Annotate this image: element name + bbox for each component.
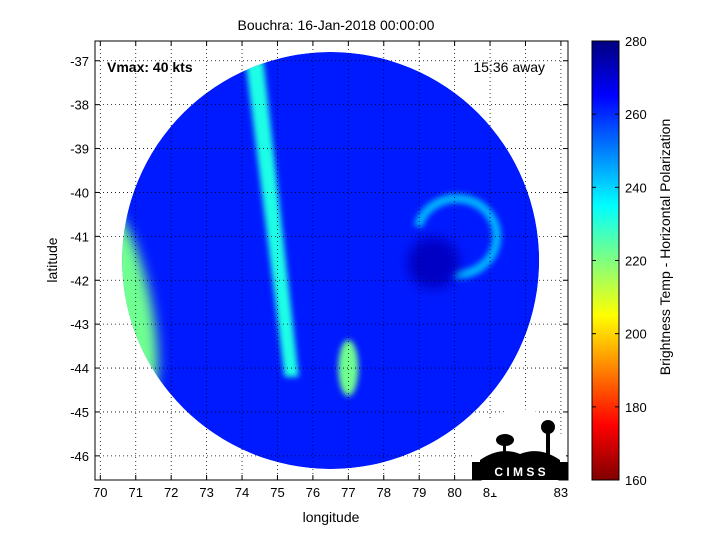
logo-tower-tank <box>541 420 555 434</box>
x-tick-label: 75 <box>270 485 284 500</box>
swath-feature-2 <box>338 340 359 397</box>
x-axis-label: longitude <box>303 509 360 525</box>
cimss-logo: C I M S S <box>472 409 568 501</box>
swath-feature-4 <box>407 236 460 289</box>
axes-frame <box>94 40 569 481</box>
colorbar-tick-label: 200 <box>625 327 647 342</box>
colorbar-label: Brightness Temp - Horizontal Polarizatio… <box>657 119 673 376</box>
plot-area: 7071727374757677787980818283 -37-38-39-4… <box>70 40 569 501</box>
x-tick-label: 73 <box>199 485 213 500</box>
colorbar-ticks: 160 180 200 220 240 260 280 <box>592 34 647 488</box>
y-tick-label: -44 <box>70 361 89 376</box>
x-axis: 7071727374757677787980818283 <box>93 41 568 500</box>
x-tick-label: 72 <box>164 485 178 500</box>
y-tick-label: -40 <box>70 185 89 200</box>
x-tick-label: 71 <box>129 485 143 500</box>
y-tick-label: -45 <box>70 405 89 420</box>
chart-title: Bouchra: 16-Jan-2018 00:00:00 <box>238 17 435 33</box>
colorbar-gradient <box>591 40 620 481</box>
colorbar-tick-label: 240 <box>625 180 647 195</box>
x-tick-label: 76 <box>306 485 320 500</box>
swath-feature-1 <box>245 60 299 377</box>
y-tick-label: -39 <box>70 142 89 157</box>
y-axis: -37 -38 -39 -40 -41 -42 -43 -44 -45 -46 <box>70 54 568 464</box>
logo-text: C I M S S <box>494 465 545 479</box>
x-tick-label: 79 <box>412 485 426 500</box>
y-tick-label: -42 <box>70 273 89 288</box>
x-tick-label: 78 <box>377 485 391 500</box>
y-axis-label: latitude <box>44 237 60 282</box>
logo-tower-leg <box>546 432 550 458</box>
y-tick-label: -37 <box>70 54 89 69</box>
logo-bar <box>472 462 568 480</box>
grid-lines <box>95 41 568 480</box>
colorbar-tick-label: 280 <box>625 34 647 49</box>
swath-background <box>122 51 540 470</box>
y-tick-label: -43 <box>70 317 89 332</box>
colorbar-tick-label: 180 <box>625 400 647 415</box>
x-tick-label: 80 <box>447 485 461 500</box>
swath-image <box>122 51 540 470</box>
x-tick-label: 74 <box>235 485 249 500</box>
vmax-annotation: Vmax: 40 kts <box>107 59 193 75</box>
swath-feature-0 <box>122 209 158 396</box>
colorbar-tick-label: 160 <box>625 473 647 488</box>
y-tick-label: -41 <box>70 229 89 244</box>
x-tick-label: 70 <box>93 485 107 500</box>
x-tick-label: 83 <box>554 485 568 500</box>
colorbar: 160 180 200 220 240 260 280 Brightness Temp - … <box>591 34 673 488</box>
y-tick-label: -38 <box>70 98 89 113</box>
colorbar-tick-label: 220 <box>625 254 647 269</box>
y-tick-label: -46 <box>70 449 89 464</box>
colorbar-tick-label: 260 <box>625 107 647 122</box>
x-tick-label: 77 <box>341 485 355 500</box>
logo-dish-stand <box>503 440 506 456</box>
time-away-annotation: 15:36 away <box>473 59 545 75</box>
swath-feature-3 <box>413 194 502 279</box>
